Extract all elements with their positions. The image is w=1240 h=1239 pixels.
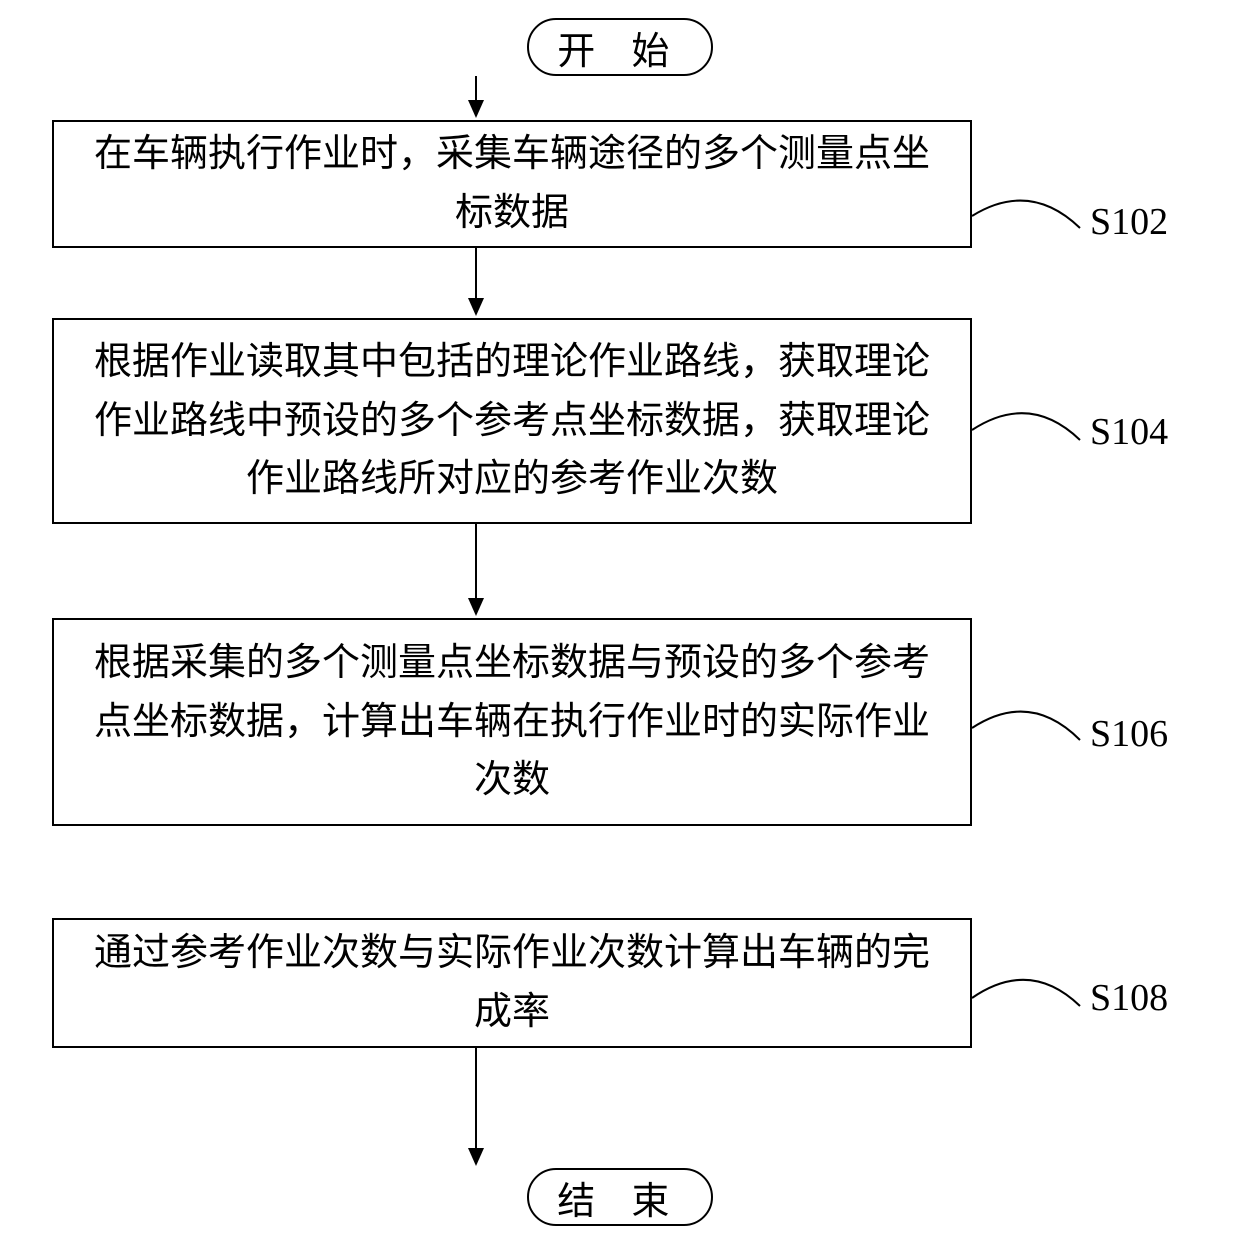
connector-overlay [0,0,1240,1239]
flowchart-canvas: 开 始 在车辆执行作业时，采集车辆途径的多个测量点坐标数据 根据作业读取其中包括… [0,0,1240,1239]
